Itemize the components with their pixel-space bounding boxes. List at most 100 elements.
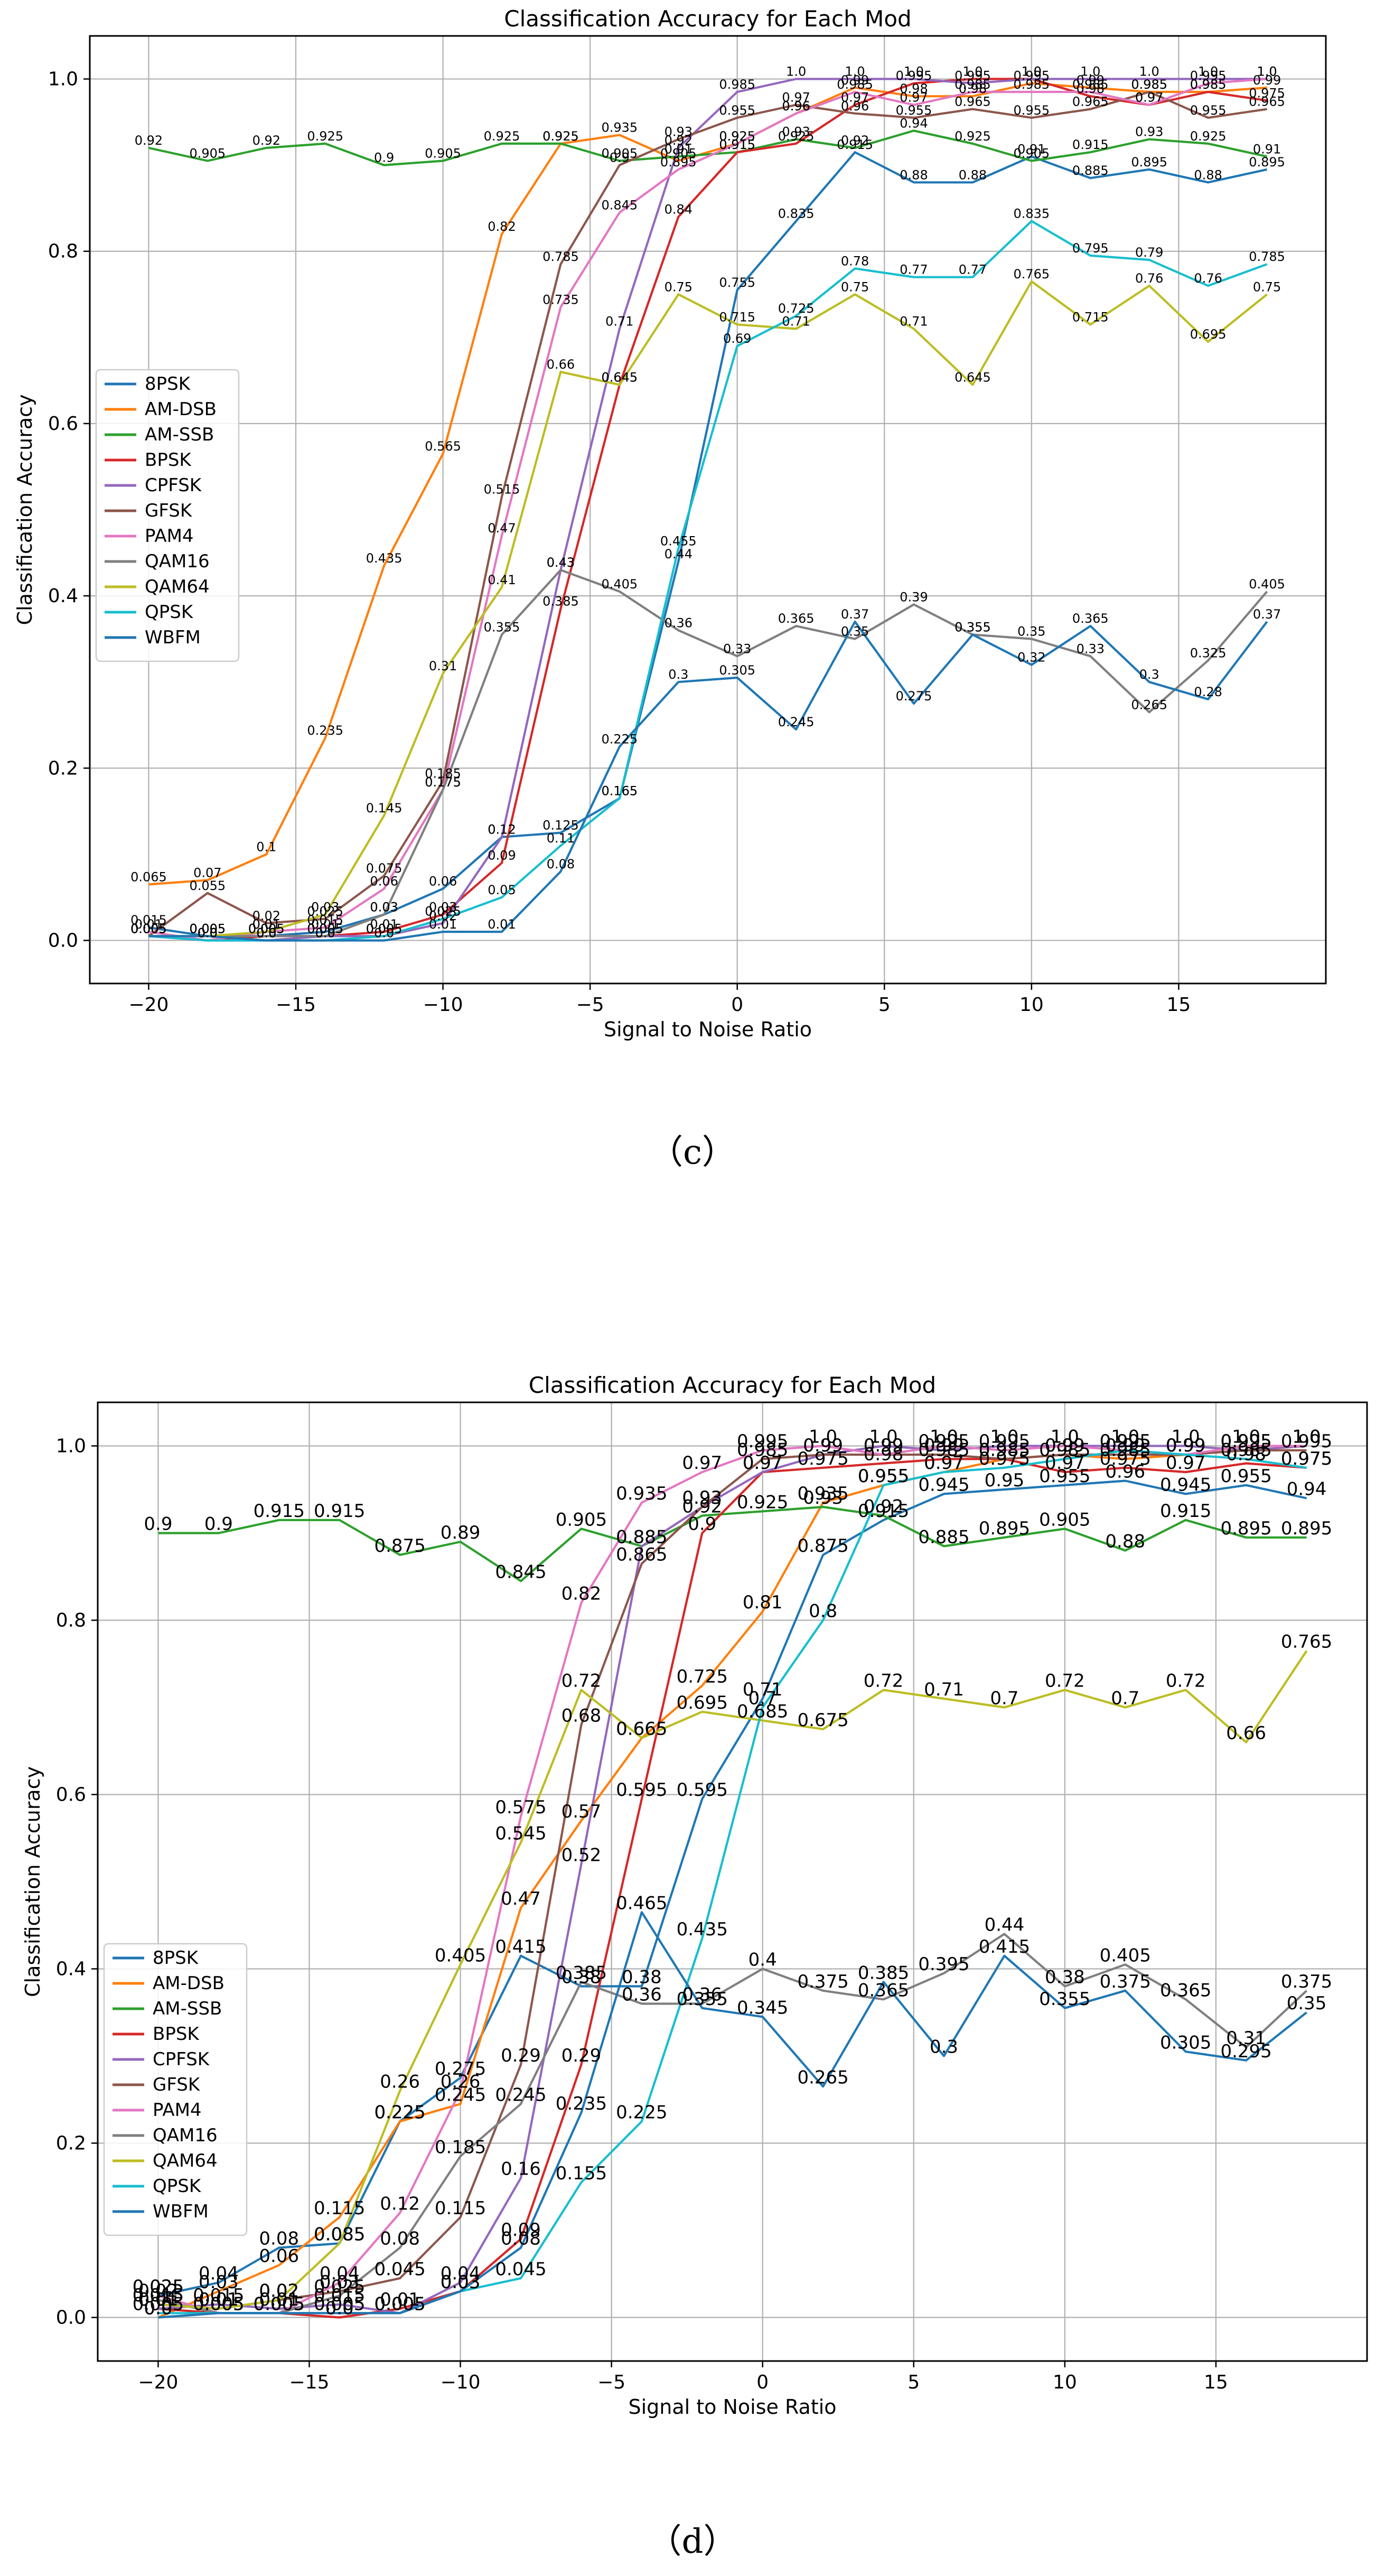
x-tick-label: 0 (756, 2372, 769, 2393)
data-label: 0.91 (1017, 142, 1045, 156)
legend-label: WBFM (145, 627, 201, 648)
legend-label: WBFM (153, 2201, 209, 2222)
data-label: 0.925 (542, 129, 579, 144)
data-label: 0.005 (130, 921, 167, 936)
legend: 8PSK AM-DSB AM-SSB BPSK CPFSK GFSK PAM4 QAM16 QA… (95, 369, 240, 662)
data-label: 0.005 (366, 921, 403, 936)
x-tick-label: 15 (1204, 2372, 1228, 2393)
data-label: 0.03 (441, 2272, 481, 2293)
data-label: 0.37 (841, 607, 869, 622)
data-label: 0.145 (366, 801, 403, 816)
plot-frame (89, 35, 1327, 985)
data-label: 0.02 (259, 2281, 299, 2302)
data-label: 0.995 (1100, 1431, 1151, 1452)
data-label: 0.12 (380, 2194, 420, 2215)
data-label: 0.995 (1220, 1431, 1271, 1452)
data-label: 0.005 (307, 921, 343, 936)
data-label: 0.835 (1013, 207, 1050, 221)
series-line-qpsk (148, 220, 1268, 942)
data-label: 0.005 (307, 921, 343, 936)
data-label: 0.715 (1072, 310, 1109, 324)
data-label: 0.375 (1100, 1971, 1151, 1992)
data-label: 0.99 (841, 73, 869, 88)
data-label: 0.72 (864, 1671, 904, 1692)
data-label: 0.05 (488, 883, 516, 897)
legend-label: PAM4 (145, 526, 194, 547)
data-label: 0.295 (1220, 2041, 1271, 2062)
y-tick-label: 0.4 (48, 585, 78, 607)
data-label: 0.985 (979, 1439, 1030, 1460)
data-label: 0.71 (782, 314, 810, 329)
data-label: 0.97 (782, 90, 810, 105)
legend-label: AM-SSB (145, 424, 214, 445)
data-label: 0.645 (954, 370, 991, 385)
data-label: 0.005 (193, 2293, 244, 2315)
caption-c: （c） (649, 1133, 736, 1172)
data-label: 0.7 (1111, 1688, 1139, 1709)
data-label: 0.185 (435, 2137, 486, 2158)
data-label: 0.94 (900, 116, 928, 130)
data-label: 0.915 (314, 1501, 365, 1522)
data-label: 0.895 (979, 1518, 1030, 1539)
x-tick-label: 5 (878, 994, 891, 1016)
data-label: 0.95 (985, 1470, 1025, 1491)
data-label: 0.03 (429, 900, 457, 915)
data-label: 0.005 (130, 921, 167, 936)
data-label: 0.75 (665, 279, 692, 294)
data-label: 0.0 (256, 925, 276, 940)
data-label: 0.97 (924, 1453, 964, 1474)
data-label: 0.965 (954, 95, 991, 109)
data-label: 0.265 (797, 2067, 848, 2088)
data-label: 0.92 (135, 133, 163, 148)
data-label: 0.72 (562, 1671, 602, 1692)
data-label: 0.28 (1194, 685, 1222, 699)
legend-label: CPFSK (145, 475, 202, 496)
data-label: 0.325 (1190, 645, 1227, 660)
data-label: 1.0 (1051, 1427, 1079, 1448)
data-label: 0.31 (429, 659, 457, 673)
data-label: 0.41 (488, 573, 516, 587)
data-label: 0.005 (374, 2293, 425, 2315)
data-label: 0.925 (307, 129, 343, 144)
data-label: 0.305 (1160, 2032, 1211, 2053)
data-label: 0.905 (1039, 1509, 1090, 1530)
data-label: 0.995 (918, 1431, 969, 1452)
data-label: 0.005 (130, 921, 167, 936)
data-label: 0.97 (1045, 1453, 1085, 1474)
data-label: 0.33 (723, 641, 751, 656)
data-label: 0.99 (1077, 73, 1105, 88)
data-label: 0.065 (130, 869, 167, 884)
data-label: 0.545 (495, 1823, 546, 1844)
data-label: 0.03 (441, 2272, 481, 2293)
data-label: 1.0 (990, 1427, 1018, 1448)
data-label: 0.985 (1131, 77, 1167, 92)
data-label: 0.995 (1220, 1431, 1271, 1452)
data-label: 0.085 (314, 2224, 365, 2245)
y-axis-label: Classification Accuracy (21, 1766, 44, 1997)
data-label: 0.78 (841, 254, 869, 268)
data-label: 0.91 (1253, 142, 1281, 156)
series-line-bpsk (148, 78, 1267, 942)
data-label: 0.935 (616, 1483, 667, 1504)
y-axis-label: Classification Accuracy (13, 395, 36, 625)
data-label: 0.115 (435, 2198, 486, 2219)
data-label: 0.875 (797, 1535, 848, 1557)
data-label: 0.9 (374, 151, 394, 165)
data-label: 0.715 (719, 310, 755, 324)
data-label: 0.955 (858, 1466, 909, 1487)
data-label: 0.93 (1135, 125, 1163, 139)
y-tick-label: 0.8 (56, 1610, 86, 1632)
y-tick-label: 0.0 (48, 930, 78, 951)
data-label: 0.375 (797, 1971, 848, 1992)
data-label: 0.905 (556, 1509, 607, 1530)
data-label: 0.405 (601, 577, 638, 592)
chart-title: Classification Accuracy for Each Mod (529, 1372, 936, 1398)
legend: 8PSK AM-DSB AM-SSB BPSK CPFSK GFSK PAM4 QAM16 QA… (103, 1943, 248, 2236)
data-label: 0.06 (370, 874, 398, 889)
data-label: 0.005 (193, 2293, 244, 2315)
data-label: 0.02 (259, 2281, 299, 2302)
data-label: 0.985 (1190, 77, 1227, 92)
data-label: 0.995 (954, 69, 991, 83)
data-label: 0.35 (841, 624, 869, 639)
